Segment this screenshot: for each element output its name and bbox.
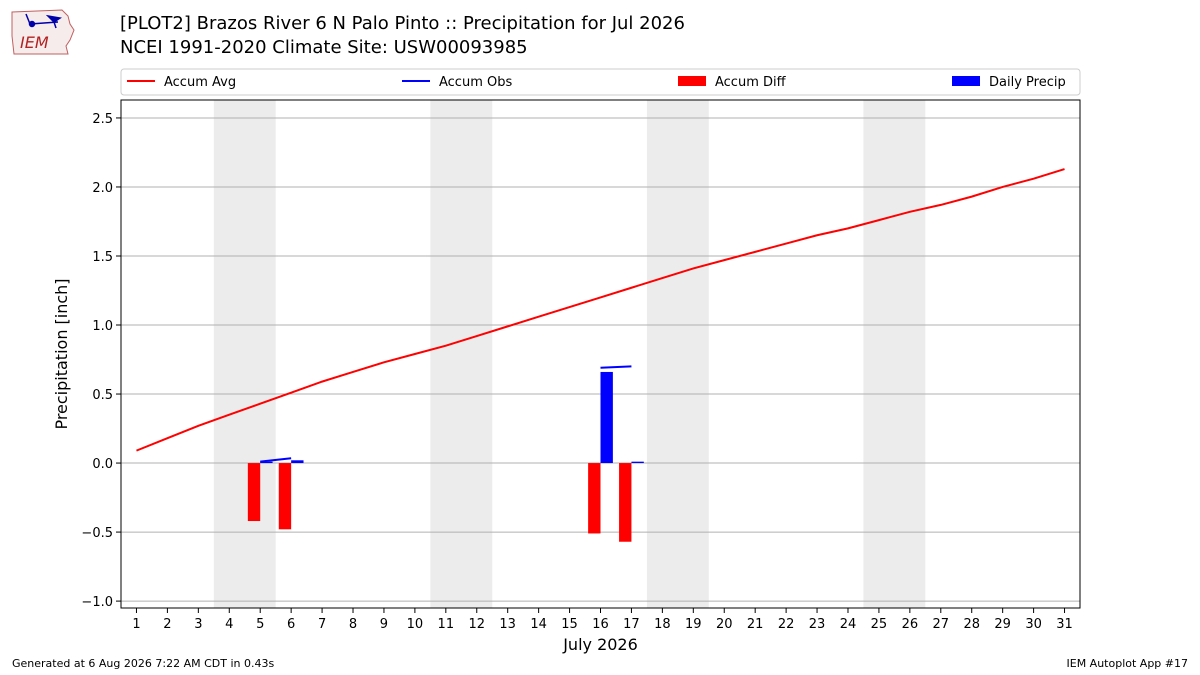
x-tick-label: 29 bbox=[994, 617, 1011, 632]
chart-subtitle: NCEI 1991-2020 Climate Site: USW00093985 bbox=[120, 37, 528, 58]
x-tick-label: 15 bbox=[561, 617, 578, 632]
x-tick-label: 14 bbox=[530, 617, 547, 632]
accum-obs-line bbox=[260, 457, 292, 463]
y-tick-label: 2.0 bbox=[92, 181, 113, 196]
legend-label: Accum Obs bbox=[439, 75, 512, 90]
weekend-band bbox=[646, 100, 709, 608]
legend: Accum Avg Accum Obs Accum Diff Daily Precip bbox=[120, 68, 1081, 96]
y-tick-label: −0.5 bbox=[81, 526, 113, 541]
weekend-band bbox=[863, 100, 926, 608]
x-tick-label: 8 bbox=[349, 617, 357, 632]
x-tick-label: 26 bbox=[902, 617, 919, 632]
weekend-band bbox=[213, 100, 276, 608]
x-tick-label: 9 bbox=[380, 617, 388, 632]
x-tick-label: 11 bbox=[438, 617, 455, 632]
y-tick-label: −1.0 bbox=[81, 595, 113, 610]
accum-diff-bar bbox=[278, 463, 292, 530]
x-tick-label: 13 bbox=[499, 617, 516, 632]
x-tick-label: 19 bbox=[685, 617, 702, 632]
x-tick-label: 18 bbox=[654, 617, 671, 632]
x-tick-label: 2 bbox=[163, 617, 171, 632]
y-tick-label: 1.0 bbox=[92, 319, 113, 334]
legend-label: Daily Precip bbox=[989, 75, 1066, 90]
plot-frame bbox=[120, 99, 1081, 609]
x-tick-label: 1 bbox=[132, 617, 140, 632]
y-tick-label: 1.5 bbox=[92, 250, 113, 265]
x-tick-label: 21 bbox=[747, 617, 764, 632]
iowa-outline-icon bbox=[11, 9, 75, 55]
y-axis: −1.0 −0.5 0.0 0.5 1.0 1.5 2.0 2.5 bbox=[81, 112, 121, 610]
accum-avg-line bbox=[136, 168, 1065, 452]
daily-precip-bar bbox=[600, 371, 613, 464]
accum-diff-bar bbox=[588, 463, 601, 534]
x-tick-label: 23 bbox=[809, 617, 826, 632]
legend-label: Accum Avg bbox=[164, 75, 236, 90]
logo-text: IEM bbox=[20, 33, 49, 52]
x-tick-label: 20 bbox=[716, 617, 733, 632]
legend-label: Accum Diff bbox=[715, 75, 787, 90]
accum-diff-bar bbox=[619, 463, 632, 542]
series-lines bbox=[136, 168, 1065, 463]
weekend-band bbox=[430, 100, 493, 608]
y-tick-label: 0.5 bbox=[92, 388, 113, 403]
daily-precip-bar bbox=[631, 461, 644, 464]
x-tick-label: 25 bbox=[871, 617, 888, 632]
legend-box bbox=[120, 68, 1081, 96]
legend-swatch-bar bbox=[678, 76, 706, 86]
chart-title: [PLOT2] Brazos River 6 N Palo Pinto :: P… bbox=[120, 13, 685, 34]
legend-swatch-bar bbox=[952, 76, 980, 86]
daily-precip-bar bbox=[291, 460, 304, 464]
x-axis-label: July 2026 bbox=[562, 635, 638, 654]
weather-station-icon bbox=[25, 13, 62, 29]
grid-lines bbox=[121, 117, 1080, 602]
x-tick-label: 22 bbox=[778, 617, 795, 632]
x-tick-label: 16 bbox=[592, 617, 609, 632]
daily-precip-bar bbox=[260, 461, 273, 464]
x-tick-label: 5 bbox=[256, 617, 264, 632]
weekend-bands bbox=[213, 100, 926, 608]
y-tick-label: 2.5 bbox=[92, 112, 113, 127]
y-tick-label: 0.0 bbox=[92, 457, 113, 472]
bars bbox=[247, 371, 644, 542]
x-tick-label: 4 bbox=[225, 617, 233, 632]
x-tick-label: 10 bbox=[407, 617, 424, 632]
x-tick-label: 3 bbox=[194, 617, 202, 632]
accum-obs-line bbox=[600, 365, 632, 369]
x-axis: 1 2 3 4 5 6 7 8 9 10 11 12 13 14 15 16 17 18 19 20 21 22 23 24 2… bbox=[132, 608, 1073, 632]
x-tick-label: 24 bbox=[840, 617, 857, 632]
x-tick-label: 6 bbox=[287, 617, 295, 632]
x-tick-label: 7 bbox=[318, 617, 326, 632]
y-axis-label: Precipitation [inch] bbox=[52, 278, 71, 429]
x-tick-label: 28 bbox=[963, 617, 980, 632]
x-tick-label: 12 bbox=[468, 617, 485, 632]
x-tick-label: 31 bbox=[1056, 617, 1073, 632]
generated-timestamp: Generated at 6 Aug 2026 7:22 AM CDT in 0… bbox=[12, 657, 275, 670]
x-tick-label: 17 bbox=[623, 617, 640, 632]
app-credit: IEM Autoplot App #17 bbox=[1066, 657, 1189, 670]
x-tick-label: 27 bbox=[933, 617, 950, 632]
x-tick-label: 30 bbox=[1025, 617, 1042, 632]
iem-logo: IEM bbox=[11, 9, 75, 55]
accum-diff-bar bbox=[247, 463, 261, 522]
